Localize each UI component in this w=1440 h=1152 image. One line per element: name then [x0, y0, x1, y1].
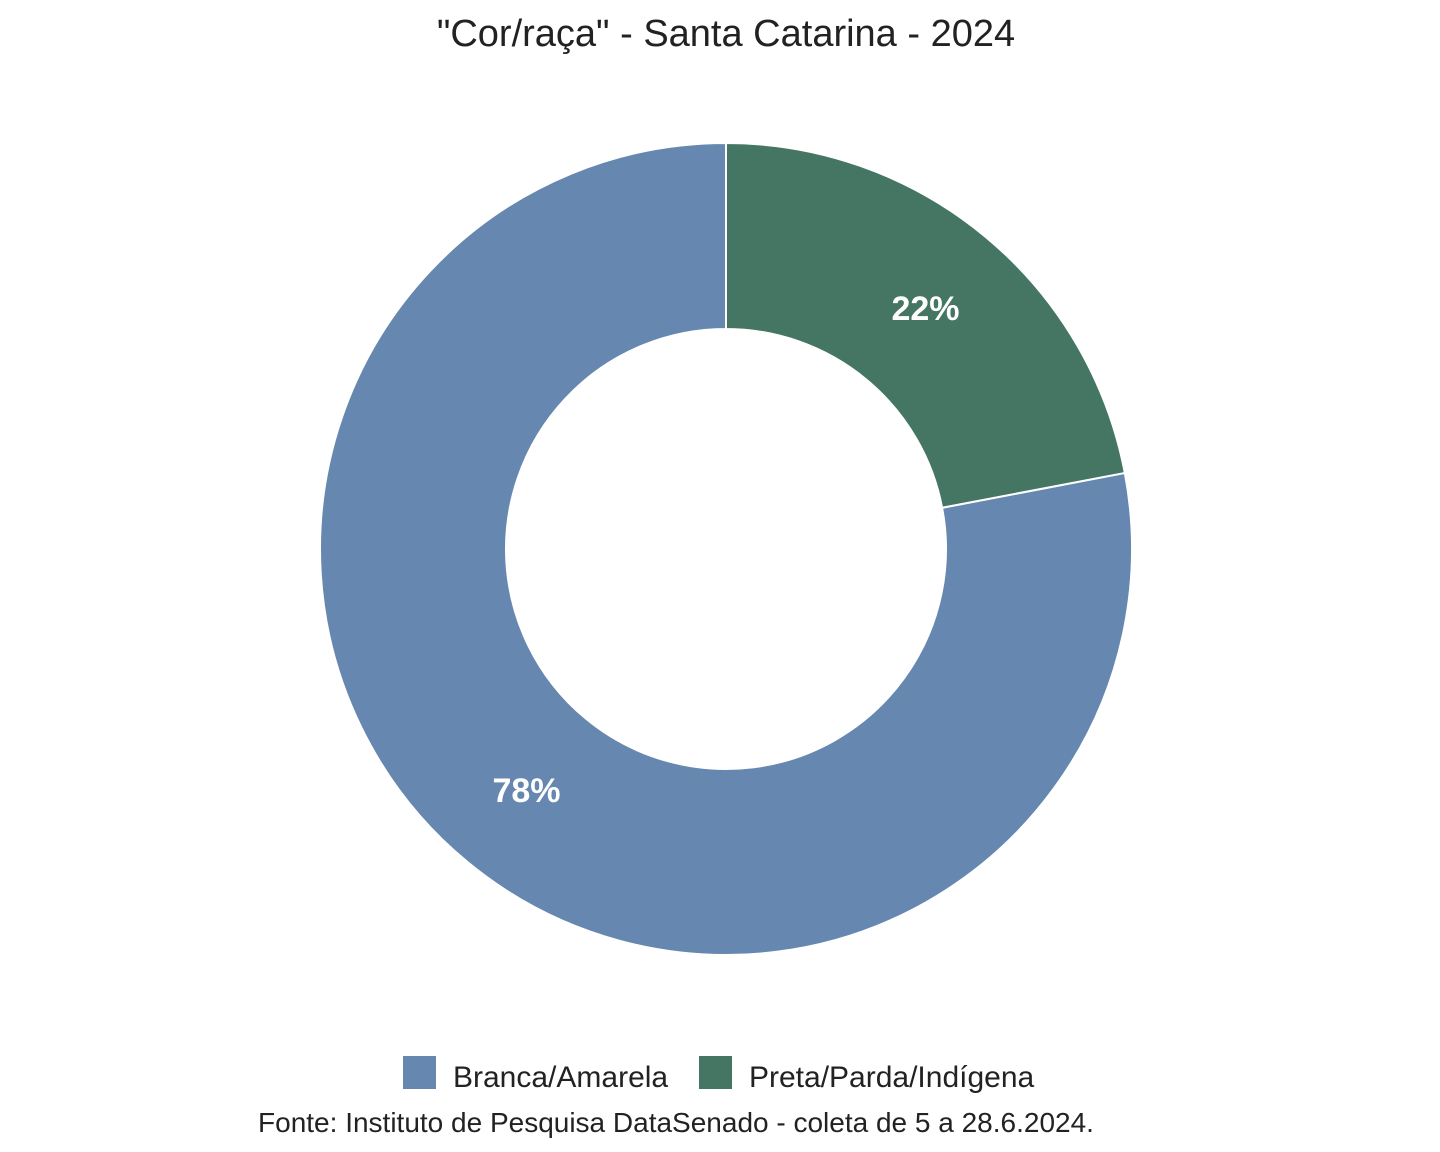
- slice-1: [725, 141, 1126, 509]
- legend-swatch-preta-parda-indigena: [699, 1056, 732, 1089]
- slice-label-1: 22%: [891, 290, 959, 328]
- slice-labels-group: 78% 22%: [492, 290, 959, 810]
- chart-title: "Cor/raça" - Santa Catarina - 2024: [437, 13, 1015, 55]
- source-note: Fonte: Instituto de Pesquisa DataSenado …: [258, 1107, 1094, 1138]
- slices-group: [319, 141, 1133, 956]
- slice-0: [319, 141, 1133, 956]
- slice-label-0: 78%: [492, 772, 560, 810]
- legend-swatch-branca-amarela: [403, 1056, 436, 1089]
- legend: Branca/Amarela Preta/Parda/Indígena: [403, 1056, 1035, 1094]
- legend-label-branca-amarela: Branca/Amarela: [453, 1061, 668, 1094]
- legend-label-preta-parda-indigena: Preta/Parda/Indígena: [749, 1061, 1035, 1094]
